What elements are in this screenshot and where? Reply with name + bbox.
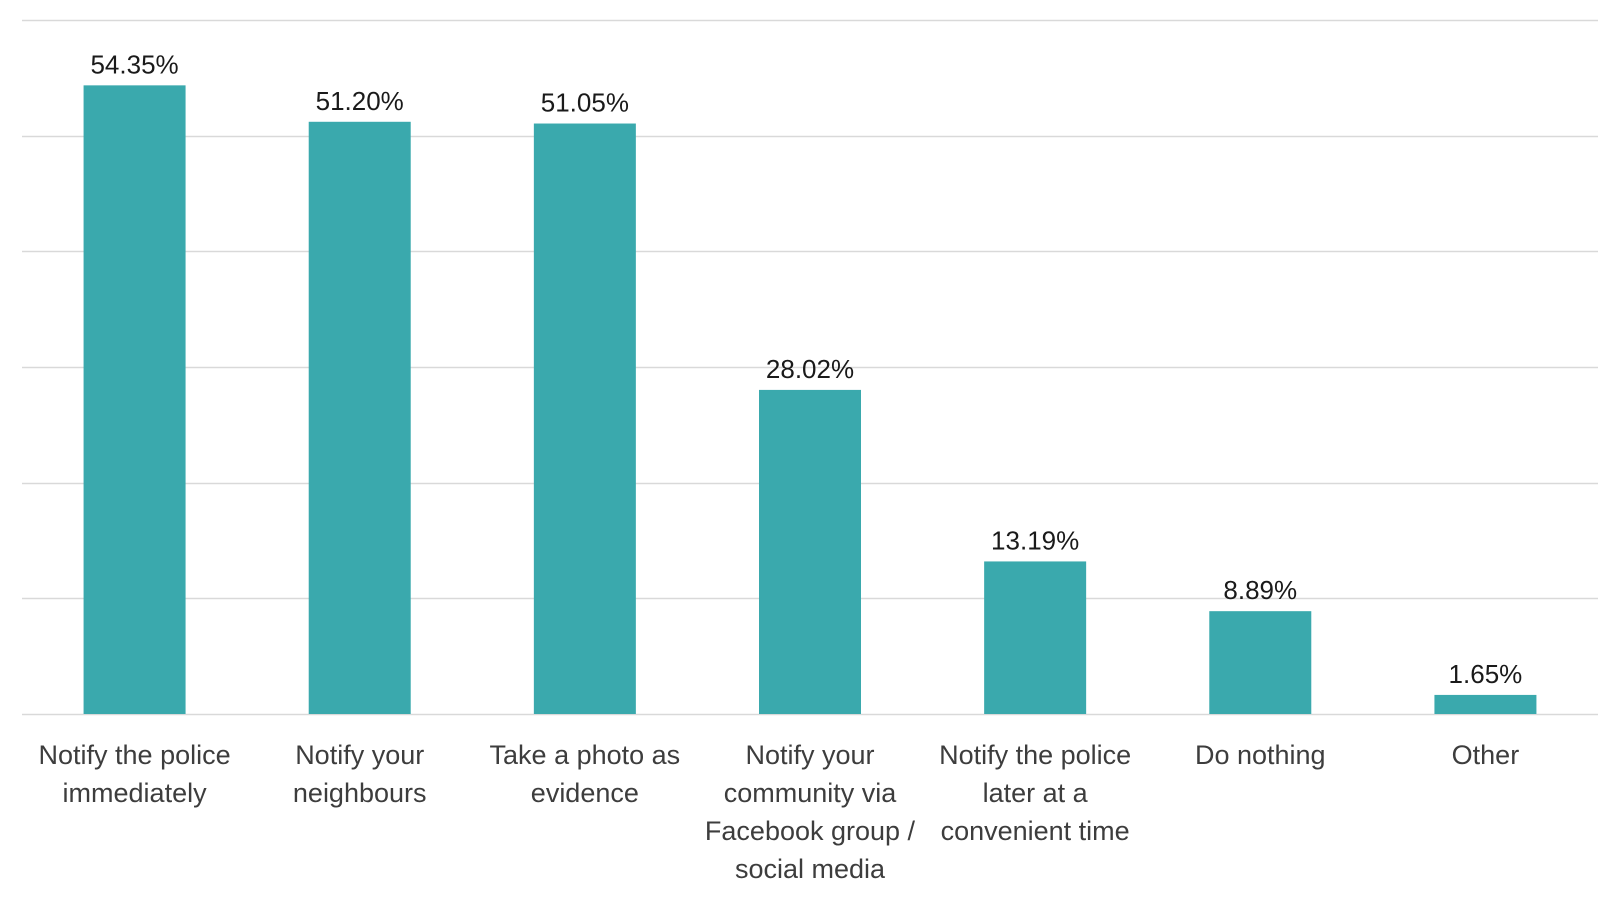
- bar: [984, 561, 1087, 714]
- data-label: 51.05%: [541, 88, 629, 118]
- bar: [83, 85, 186, 714]
- data-label: 51.20%: [316, 86, 404, 116]
- tick-label: Take a photo as evidence: [490, 740, 681, 808]
- tick-label: Notify your neighbours: [293, 740, 427, 808]
- data-label: 13.19%: [991, 525, 1079, 555]
- tick-label: Notify your community via Facebook group /…: [705, 740, 916, 884]
- value-labels: 54.35% 51.20% 51.05% 28.02% 13.19% 8.89% 1.65%: [90, 49, 1522, 689]
- data-label: 1.65%: [1449, 659, 1523, 689]
- bar: [308, 121, 411, 714]
- tick-label: Other: [1452, 740, 1520, 770]
- bars: [83, 85, 1537, 714]
- data-label: 28.02%: [766, 354, 854, 384]
- category-labels: Notify the police immediately Notify your n…: [39, 740, 1520, 884]
- tick-label: Do nothing: [1195, 740, 1326, 770]
- bar: [759, 389, 861, 714]
- tick-label: Notify the police later at a convenient ti…: [939, 740, 1131, 846]
- bar: [533, 123, 636, 714]
- bar: [1434, 694, 1537, 714]
- bar: [1209, 611, 1312, 714]
- tick-label: Notify the police immediately: [39, 740, 231, 808]
- data-label: 54.35%: [90, 49, 178, 79]
- data-label: 8.89%: [1223, 575, 1297, 605]
